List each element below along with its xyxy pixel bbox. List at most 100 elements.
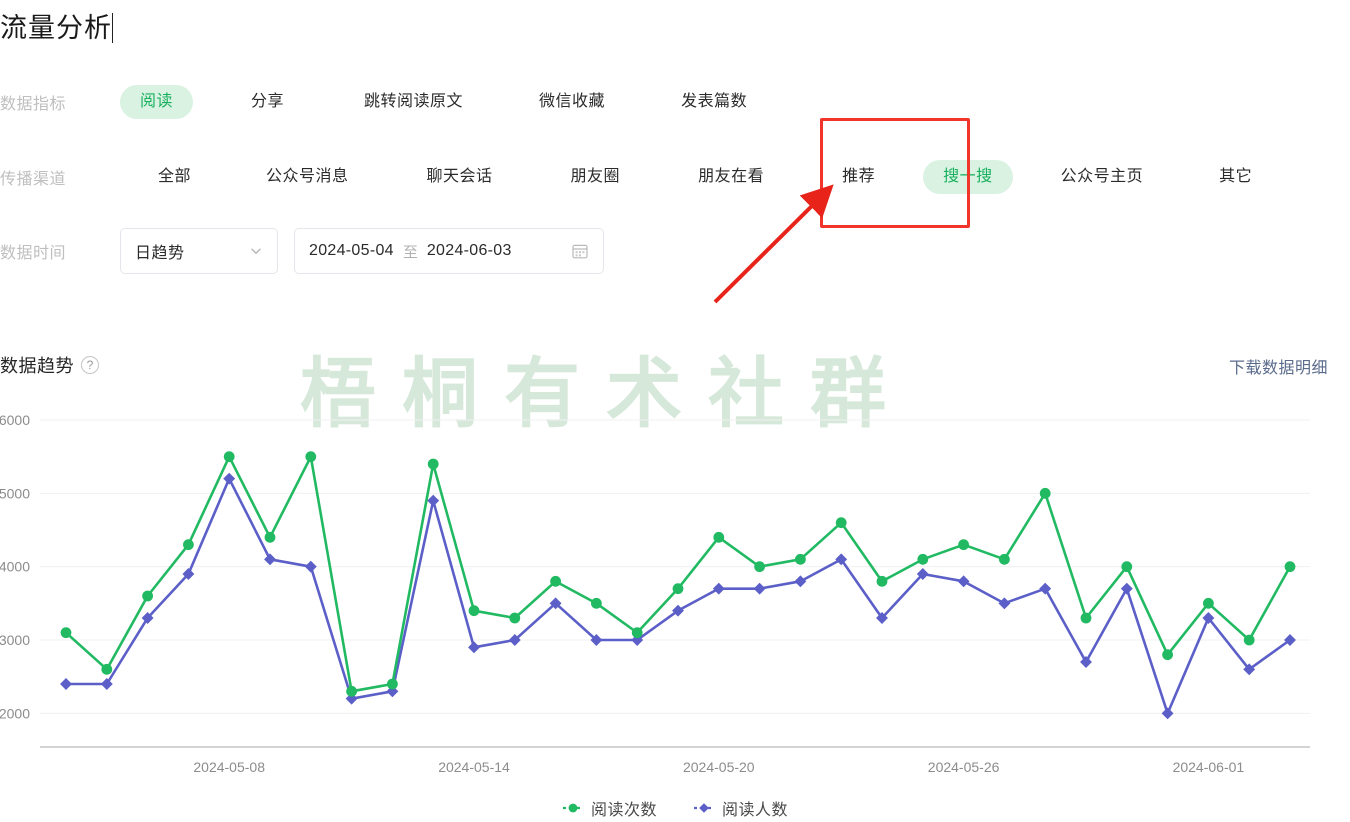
channel-chip-official-message[interactable]: 公众号消息 (266, 168, 349, 185)
chart-data-point[interactable] (1243, 634, 1255, 646)
chart-data-point[interactable] (60, 678, 72, 690)
legend-marker-diamond-icon (694, 803, 714, 813)
metric-chip-share[interactable]: 分享 (251, 93, 285, 110)
chart-data-point[interactable] (713, 531, 725, 543)
granularity-value: 日趋势 (135, 245, 185, 262)
chart-data-point[interactable] (468, 641, 480, 654)
text-cursor (112, 13, 113, 43)
channel-chip-friends-reading[interactable]: 朋友在看 (698, 168, 765, 185)
chevron-down-icon (251, 248, 261, 255)
watermark: 梧桐有术社群 (300, 352, 912, 437)
channel-chip-moments[interactable]: 朋友圈 (570, 168, 621, 185)
chart-data-point[interactable] (999, 553, 1010, 565)
chart-data-point[interactable] (346, 685, 357, 697)
channel-chip-group: 全部 公众号消息 聊天会话 朋友圈 朋友在看 推荐 搜一搜 公众号主页 其它 (118, 160, 1272, 194)
trend-chart: 6000 5000 4000 3000 2000 2024-05-08 2024-05-14… (0, 400, 1350, 822)
x-axis-tick: 2024-05-20 (683, 759, 755, 775)
chart-data-point[interactable] (631, 627, 643, 639)
chart-data-point[interactable] (1039, 582, 1052, 595)
chart-data-point[interactable] (672, 583, 684, 595)
chart-data-point[interactable] (305, 451, 317, 463)
legend-label-read-users: 阅读人数 (722, 802, 789, 819)
chart-data-point[interactable] (1203, 597, 1214, 609)
chart-data-point[interactable] (916, 568, 929, 580)
metric-chip-read[interactable]: 阅读 (120, 85, 194, 119)
chart-data-point[interactable] (60, 627, 72, 639)
chart-data-point[interactable] (1120, 582, 1133, 595)
chart-data-point[interactable] (754, 561, 765, 573)
chart-data-point[interactable] (427, 458, 439, 470)
channel-chip-other[interactable]: 其它 (1219, 168, 1253, 185)
chart-data-point[interactable] (590, 634, 603, 646)
metric-chip-wechat-favorite[interactable]: 微信收藏 (539, 93, 606, 110)
chart-series-read-users (60, 472, 1296, 720)
chart-data-point[interactable] (387, 678, 398, 690)
filter-label-metric: 数据指标 (0, 96, 67, 113)
chart-data-point[interactable] (183, 539, 194, 551)
metric-chip-original-link[interactable]: 跳转阅读原文 (364, 93, 464, 110)
chart-data-point[interactable] (550, 575, 561, 587)
chart-data-point[interactable] (1039, 487, 1051, 499)
chart-data-point[interactable] (1121, 561, 1133, 573)
chart-data-point[interactable] (591, 597, 602, 609)
channel-chip-account-homepage[interactable]: 公众号主页 (1060, 168, 1144, 185)
question-mark-icon[interactable]: ? (81, 356, 99, 374)
chart-data-point[interactable] (957, 575, 970, 588)
chart-data-point[interactable] (468, 605, 480, 617)
chart-data-point[interactable] (100, 678, 113, 690)
trend-header: 数据趋势 ? (0, 352, 99, 378)
date-range-picker[interactable]: 2024-05-04 至 2024-06-03 (294, 228, 604, 274)
chart-data-point[interactable] (223, 472, 236, 485)
chart-data-point[interactable] (1080, 656, 1092, 668)
trend-chart-svg[interactable]: 6000 5000 4000 3000 2000 2024-05-08 2024-05-14… (0, 400, 1350, 800)
chart-series-read-count (60, 451, 1296, 697)
chart-data-point[interactable] (264, 531, 276, 543)
chart-data-point[interactable] (1162, 649, 1173, 661)
chart-data-point[interactable] (1080, 612, 1092, 624)
chart-data-point[interactable] (101, 663, 113, 675)
chart-data-point[interactable] (1161, 707, 1174, 720)
filter-label-channel: 传播渠道 (0, 171, 67, 188)
filter-row-time: 数据时间 日趋势 2024-05-04 至 2024-06-03 (0, 228, 604, 274)
download-detail-link[interactable]: 下载数据明细 (1228, 360, 1328, 377)
chart-data-point[interactable] (223, 451, 235, 463)
granularity-select[interactable]: 日趋势 (120, 228, 278, 274)
chart-data-point[interactable] (876, 612, 888, 624)
chart-data-point[interactable] (835, 517, 847, 529)
y-axis-tick: 5000 (0, 485, 30, 501)
x-axis-tick: 2024-05-08 (193, 759, 265, 775)
chart-data-point[interactable] (795, 553, 806, 565)
chart-data-point[interactable] (958, 539, 969, 551)
chart-data-point[interactable] (304, 560, 317, 573)
date-range-end[interactable]: 2024-06-03 (426, 242, 512, 259)
chart-data-point[interactable] (998, 597, 1011, 610)
chart-data-point[interactable] (753, 582, 766, 595)
x-axis-tick: 2024-05-26 (928, 759, 1000, 775)
date-range-start[interactable]: 2024-05-04 (309, 242, 394, 259)
chart-data-point[interactable] (264, 553, 276, 566)
legend-label-read-count: 阅读次数 (590, 802, 657, 819)
chart-data-point[interactable] (712, 582, 725, 595)
chart-data-point[interactable] (509, 612, 521, 624)
page-title-text: 流量分析 (0, 13, 112, 43)
page-title: 流量分析 (0, 6, 113, 45)
chart-data-point[interactable] (182, 568, 195, 580)
channel-chip-recommend[interactable]: 推荐 (842, 168, 876, 185)
channel-chip-all[interactable]: 全部 (158, 168, 192, 185)
metric-chip-published-count[interactable]: 发表篇数 (681, 93, 748, 110)
chart-data-point[interactable] (876, 575, 888, 587)
chart-data-point[interactable] (1284, 561, 1296, 573)
legend-item-read-users[interactable]: 阅读人数 (693, 796, 788, 820)
y-axis-tick: 3000 (0, 632, 30, 648)
y-axis-tick: 2000 (0, 705, 30, 721)
chart-data-point[interactable] (794, 575, 807, 588)
channel-chip-search[interactable]: 搜一搜 (923, 160, 1013, 194)
legend-item-read-count[interactable]: 阅读次数 (562, 796, 657, 820)
filter-row-channel: 传播渠道 全部 公众号消息 聊天会话 朋友圈 朋友在看 推荐 搜一搜 公众号主页… (0, 155, 1272, 199)
chart-data-point[interactable] (427, 494, 440, 507)
calendar-icon[interactable] (571, 242, 589, 260)
channel-chip-chat[interactable]: 聊天会话 (426, 168, 493, 185)
chart-data-point[interactable] (142, 590, 154, 602)
chart-data-point[interactable] (917, 553, 929, 565)
